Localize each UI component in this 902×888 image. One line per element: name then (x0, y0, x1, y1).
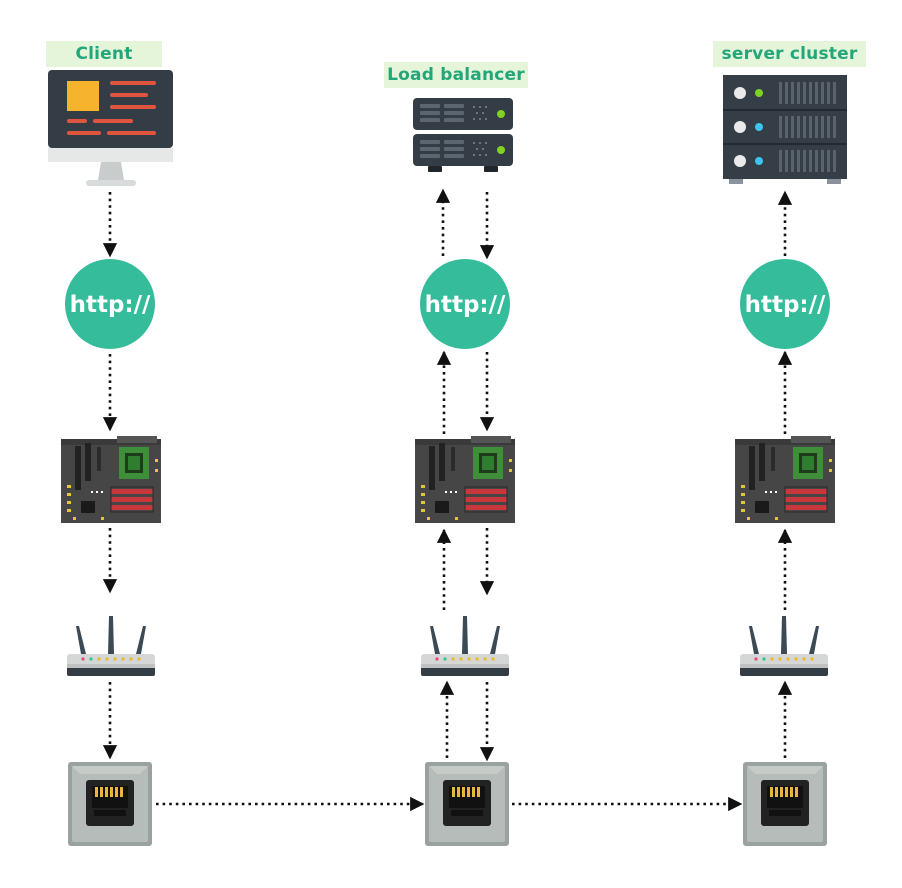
http-text: http:// (745, 292, 826, 318)
server-cluster-label: server cluster (713, 41, 866, 67)
motherboard-icon (414, 435, 516, 524)
server-rack-icon (413, 98, 513, 172)
client-label: Client (46, 41, 162, 67)
motherboard-icon (60, 435, 162, 524)
http-icon: http:// (420, 259, 510, 349)
ethernet-port-icon (425, 762, 509, 846)
motherboard-icon (734, 435, 836, 524)
server-rack-icon (723, 75, 847, 184)
ethernet-port-icon (743, 762, 827, 846)
http-text: http:// (70, 292, 151, 318)
http-icon: http:// (65, 259, 155, 349)
load-balancer-label: Load balancer (384, 62, 528, 88)
ethernet-port-icon (68, 762, 152, 846)
router-icon (421, 616, 509, 676)
router-icon (67, 616, 155, 676)
router-icon (740, 616, 828, 676)
http-icon: http:// (740, 259, 830, 349)
http-text: http:// (425, 292, 506, 318)
computer-icon (48, 70, 173, 186)
